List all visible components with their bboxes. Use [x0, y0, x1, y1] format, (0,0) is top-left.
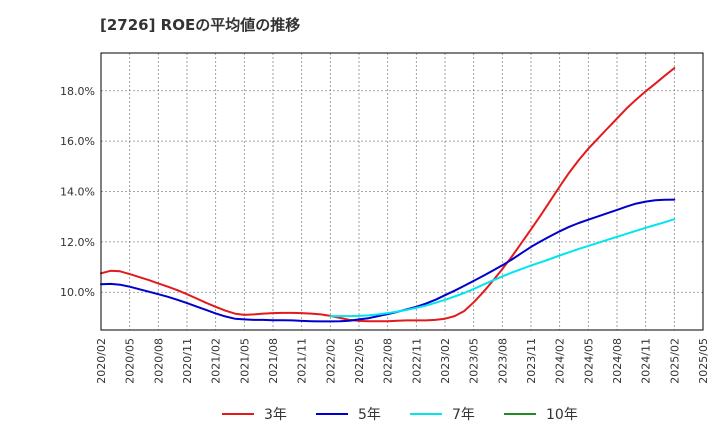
x-tick-label: 2022/02	[324, 338, 337, 384]
legend-label: 7年	[452, 407, 475, 423]
x-tick-label: 2024/08	[611, 338, 624, 384]
series-layer	[100, 67, 676, 323]
x-tick-label: 2021/02	[210, 338, 223, 384]
x-tick-label: 2020/08	[152, 338, 165, 384]
x-tick-label: 2024/02	[554, 338, 567, 384]
x-tick-label: 2020/02	[95, 338, 108, 384]
series-line	[329, 218, 676, 318]
x-tick-label: 2020/05	[124, 338, 137, 384]
x-tick-label: 2021/11	[296, 338, 309, 384]
y-tick-labels: 10.0% 12.0% 14.0% 16.0% 18.0%	[60, 85, 95, 299]
legend-label: 10年	[546, 407, 578, 423]
x-tick-label: 2021/08	[267, 338, 280, 384]
y-tick-label: 14.0%	[60, 186, 95, 199]
x-tick-labels: 2020/02 2020/05 2020/08 2020/11 2021/02 2021/…	[95, 338, 710, 384]
x-tick-label: 2025/02	[668, 338, 681, 384]
x-tick-label: 2023/11	[525, 338, 538, 384]
plot-frame	[100, 52, 704, 331]
legend: 3年 5年 7年 10年	[222, 407, 578, 423]
x-tick-label: 2021/05	[238, 338, 251, 384]
x-tick-label: 2023/02	[439, 338, 452, 384]
x-tick-label: 2022/05	[353, 338, 366, 384]
x-tick-label: 2022/11	[410, 338, 423, 384]
legend-label: 3年	[264, 407, 287, 423]
x-tick-label: 2023/08	[496, 338, 509, 384]
x-tick-label: 2024/05	[582, 338, 595, 384]
x-tick-label: 2023/05	[468, 338, 481, 384]
y-tick-label: 16.0%	[60, 135, 95, 148]
chart-title: [2726] ROEの平均値の推移	[100, 16, 301, 34]
y-tick-label: 10.0%	[60, 286, 95, 299]
y-tick-label: 18.0%	[60, 85, 95, 98]
x-tick-label: 2025/05	[697, 338, 710, 384]
x-tick-label: 2024/11	[640, 338, 653, 384]
x-tick-label: 2022/08	[382, 338, 395, 384]
x-tick-label: 2020/11	[181, 338, 194, 384]
legend-label: 5年	[358, 407, 381, 423]
series-line	[100, 67, 676, 323]
y-tick-label: 12.0%	[60, 236, 95, 249]
